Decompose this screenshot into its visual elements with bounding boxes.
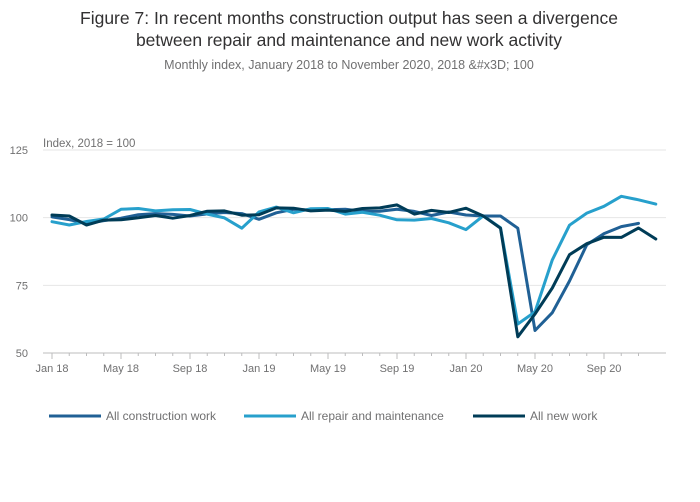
legend-label-3: All new work [530, 409, 598, 423]
x-tick-label: Sep 20 [587, 363, 622, 375]
x-tick-label: Jan 19 [242, 363, 275, 375]
x-tick-label: Jan 20 [449, 363, 482, 375]
x-tick-label: May 19 [310, 363, 346, 375]
y-tick-label: 100 [10, 213, 28, 225]
x-tick-label: Sep 19 [380, 363, 415, 375]
chart-subtitle: Monthly index, January 2018 to November … [164, 58, 534, 72]
y-axis-note: Index, 2018 = 100 [43, 138, 135, 150]
y-tick-label: 75 [16, 280, 28, 292]
chart-title-line-1: Figure 7: In recent months construction … [80, 8, 618, 28]
y-tick-label: 125 [10, 145, 28, 157]
series-line-2 [50, 194, 658, 326]
series-line-3 [50, 203, 658, 339]
x-tick-label: May 20 [517, 363, 553, 375]
x-axis: Jan 18 May 18 Sep 18 Jan 19 May 19 Sep 19 Jan … [35, 352, 666, 375]
y-axis-ticks: 125 100 75 50 [10, 145, 28, 360]
series-lines [50, 194, 658, 339]
legend-label-1: All construction work [106, 409, 217, 423]
chart-title-line-2: between repair and maintenance and new w… [136, 30, 562, 50]
x-tick-label: Jan 18 [35, 363, 68, 375]
x-tick-label: Sep 18 [173, 363, 208, 375]
legend: All construction work All repair and main… [49, 409, 598, 423]
y-tick-label: 50 [16, 348, 28, 360]
legend-label-2: All repair and maintenance [301, 409, 444, 423]
x-tick-label: May 18 [103, 363, 139, 375]
series-line-1 [50, 207, 640, 332]
